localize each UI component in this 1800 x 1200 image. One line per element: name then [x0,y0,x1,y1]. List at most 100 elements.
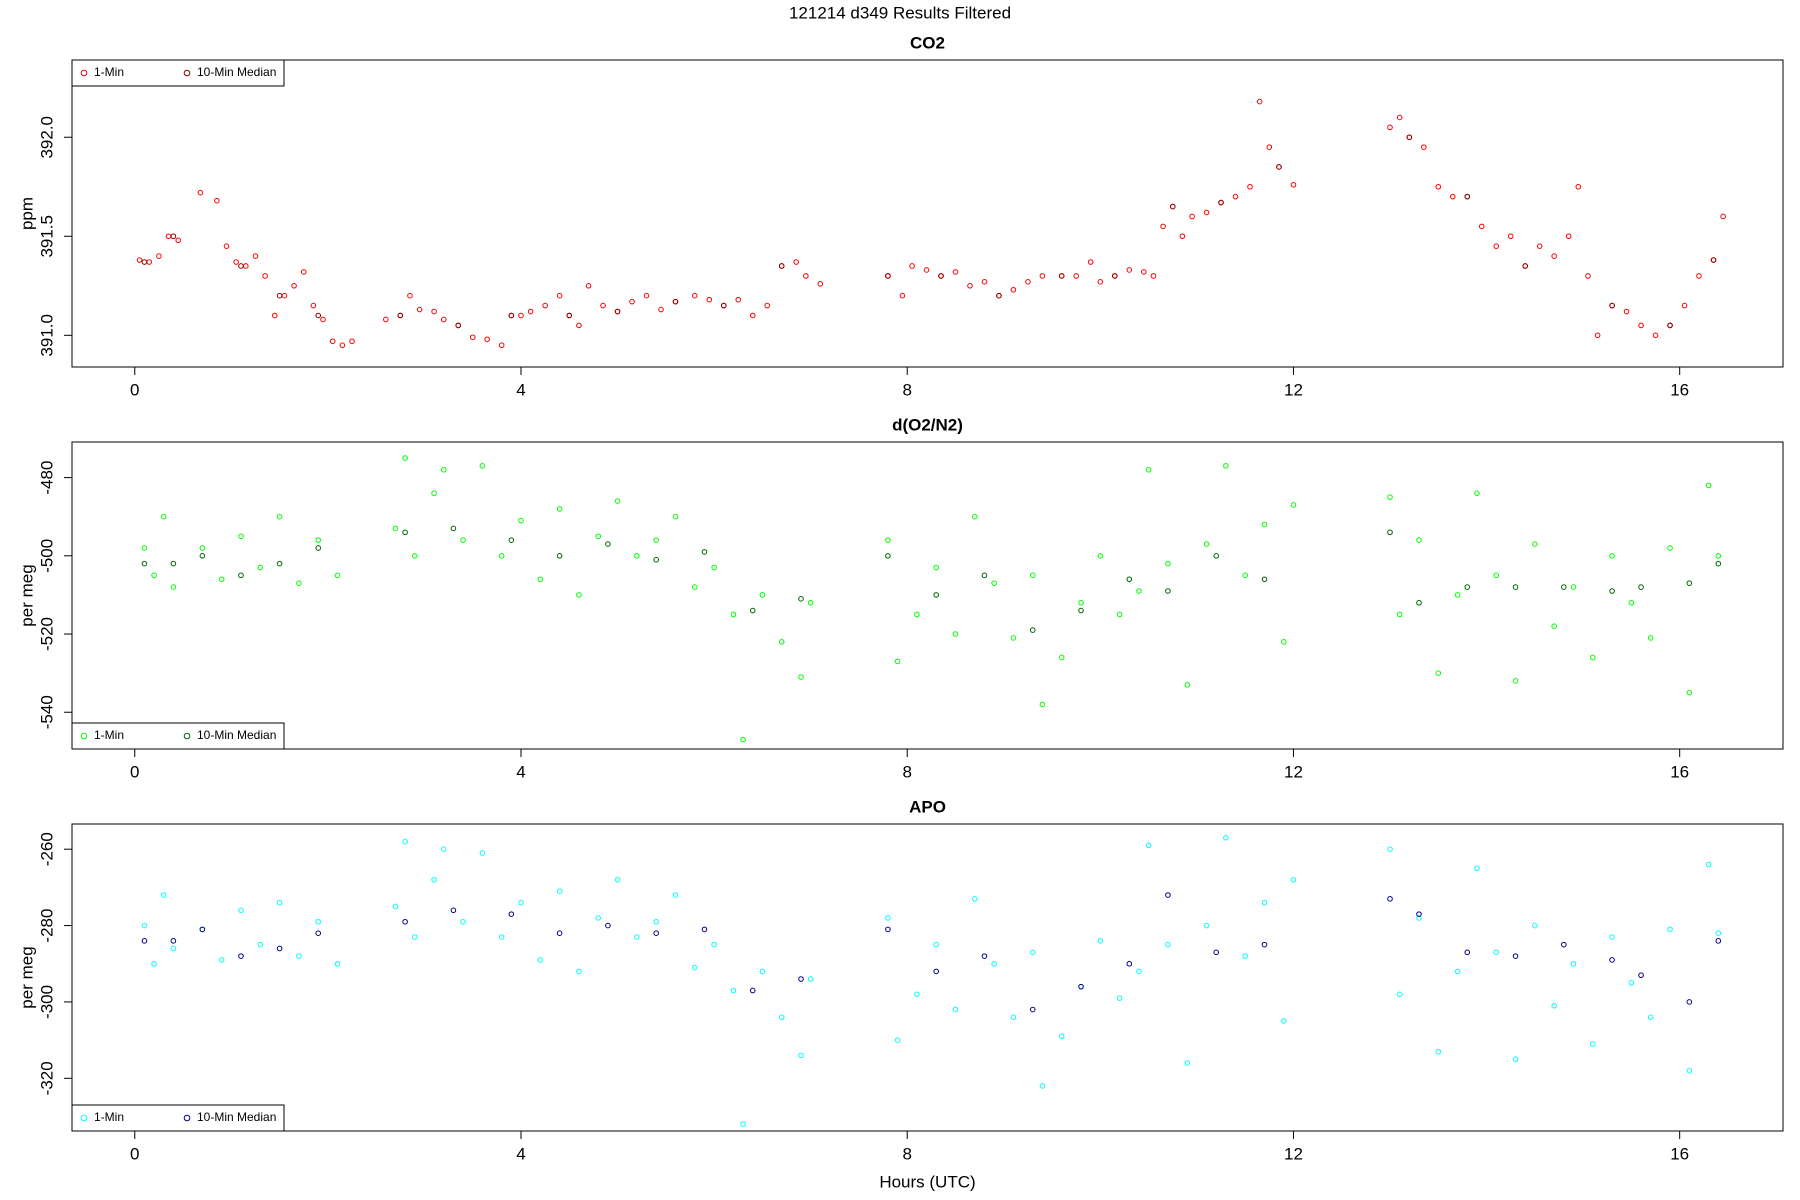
data-point [1667,926,1673,933]
data-point [1179,233,1186,240]
data-point [1561,584,1567,590]
data-point [233,259,239,265]
data-point [933,941,939,948]
data-point [1416,599,1422,606]
data-point [658,306,664,313]
data-point [175,237,182,244]
data-point [730,987,737,994]
data-point [807,976,814,982]
data-point [141,259,148,265]
data-point [1218,199,1224,206]
data-point [498,342,505,349]
data-point [397,312,404,319]
data-point [1507,233,1514,240]
data-point [402,918,408,925]
data-point [1078,607,1084,614]
data-point [576,322,582,329]
data-point [672,892,679,898]
data-point [1387,124,1393,131]
legend-symbol [80,69,88,77]
data-point [1561,941,1567,948]
data-point [972,896,978,902]
panel: d(O2/N2) 0 4 8 12 16 -540 -520 -500 -480 per meg 1-… [17,415,1784,781]
data-point [706,296,713,303]
data-point [411,553,418,559]
data-point [1261,521,1268,528]
data-point [1029,1006,1036,1013]
data-point [238,533,244,540]
data-point [243,263,249,269]
data-point [634,553,640,559]
data-point [160,513,167,520]
y-axis-label: per meg [17,564,36,626]
y-tick-label: -260 [37,832,56,866]
data-point [310,302,317,309]
data-point [1667,545,1673,551]
data-point [556,930,563,937]
x-tick-label: 0 [130,380,139,399]
x-tick-label: 8 [902,762,911,781]
data-point [691,964,698,971]
data-point [296,953,302,959]
data-point [1261,899,1268,906]
data-point [653,537,659,543]
data-point [238,953,244,959]
data-point [1575,183,1582,190]
data-point [885,915,891,921]
data-point [1570,584,1577,590]
data-point [885,553,891,559]
data-point [1010,1014,1017,1021]
data-point [1213,949,1220,956]
data-point [614,498,621,504]
data-point [315,545,322,551]
legend-box [71,1104,285,1132]
data-point [431,876,437,883]
y-tick-label: 391.0 [37,314,56,357]
data-point [1387,529,1393,536]
data-point [1715,560,1722,567]
data-point [1396,991,1403,998]
data-point [320,316,326,323]
data-point [749,987,756,994]
data-point [1165,892,1171,898]
data-point [1184,1060,1191,1066]
data-point [1478,223,1485,230]
x-tick-label: 16 [1670,762,1689,781]
data-point [1464,584,1471,590]
data-point [416,306,423,313]
data-point [798,674,804,680]
data-point [1686,999,1693,1005]
data-point [518,517,524,524]
data-point [1073,273,1079,279]
y-axis-label: ppm [17,197,36,230]
data-point [1532,922,1538,929]
data-point [1715,938,1722,944]
y-tick-label: -500 [37,539,56,573]
data-point [151,572,157,579]
data-point [1039,701,1046,708]
data-point [600,302,606,309]
data-point [339,342,346,349]
data-point [1710,257,1717,263]
data-point [238,572,244,579]
data-point [566,312,573,319]
data-point [402,455,408,461]
data-point [798,976,804,982]
data-point [556,506,563,512]
data-point [1160,223,1166,230]
data-point [1126,576,1133,583]
x-tick-label: 12 [1284,380,1303,399]
data-point [146,259,153,265]
data-point [909,263,915,269]
data-point [672,298,679,305]
data-point [576,968,582,975]
data-point [1522,263,1528,269]
data-point [141,560,148,567]
data-point [701,549,708,555]
legend-symbol [183,732,191,740]
data-point [1638,972,1644,979]
data-point [498,553,505,559]
data-point [923,267,930,273]
data-point [1435,670,1442,676]
